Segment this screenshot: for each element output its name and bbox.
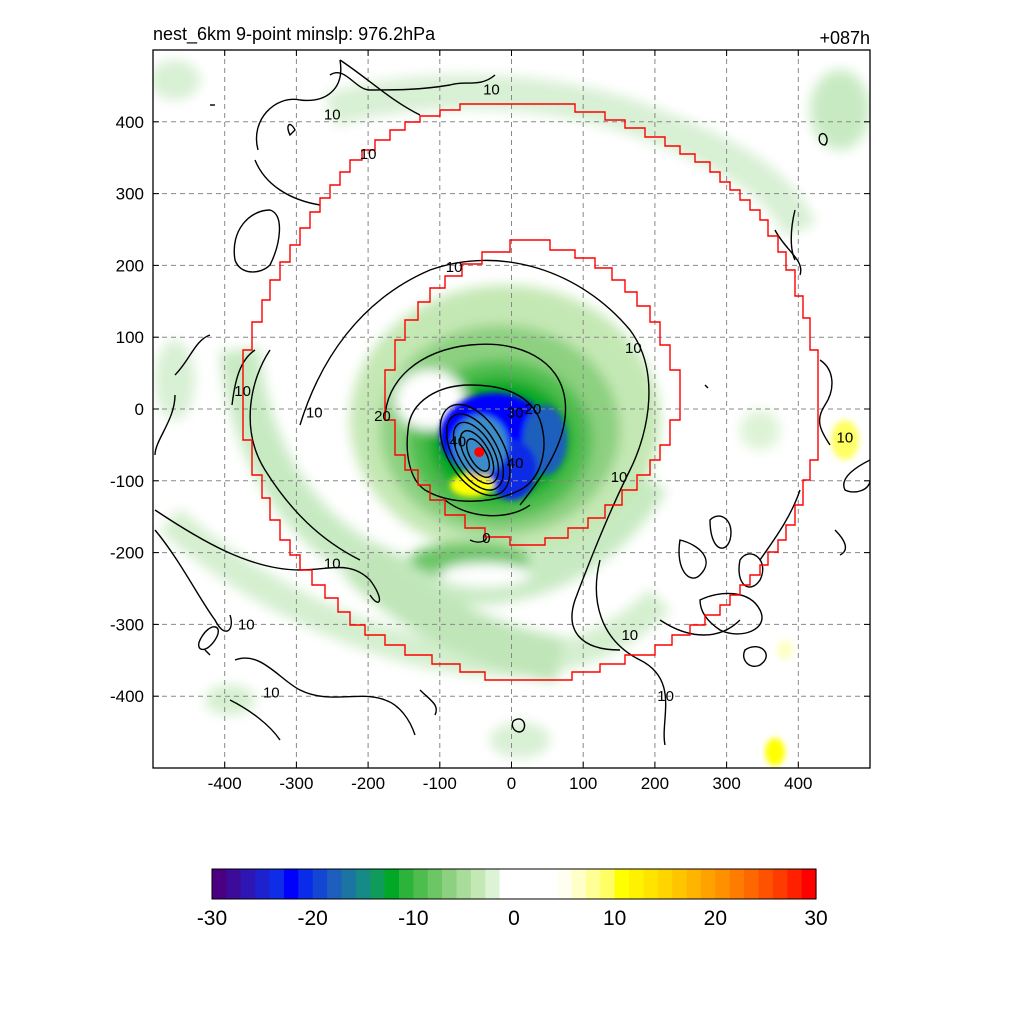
x-tick-label: 0	[507, 774, 516, 793]
contour-label: 20	[525, 401, 542, 418]
contour-label: 10	[238, 616, 255, 633]
colorbar-swatch	[226, 869, 242, 899]
colorbar-swatch	[744, 869, 760, 899]
x-tick-label: 300	[712, 774, 740, 793]
contour-label: 10	[625, 340, 642, 357]
nest-boundaries	[242, 103, 819, 681]
colorbar-swatch	[413, 869, 429, 899]
colorbar-swatch	[341, 869, 357, 899]
colorbar-tick-label: -20	[297, 907, 327, 930]
colorbar-swatch	[398, 869, 414, 899]
colorbar-swatch	[255, 869, 271, 899]
contour-label: 10	[611, 469, 628, 486]
colorbar-swatch	[312, 869, 328, 899]
colorbar: -30 -20 -10 0 10 20 30	[197, 868, 828, 930]
colorbar-swatch	[585, 869, 601, 899]
colorbar-swatch	[528, 869, 544, 899]
colorbar-swatch	[370, 869, 386, 899]
contour-label: 10	[324, 107, 341, 124]
colorbar-swatch	[614, 869, 630, 899]
x-tick-label: -400	[208, 774, 242, 793]
contour-label: 10	[446, 259, 463, 276]
colorbar-swatch	[729, 869, 745, 899]
forecast-hour-label: +087h	[819, 28, 870, 48]
colorbar-swatch	[657, 869, 673, 899]
x-tick-label: -300	[279, 774, 313, 793]
colorbar-swatch	[700, 869, 716, 899]
colorbar-swatch	[298, 869, 314, 899]
colorbar-frame	[211, 868, 817, 900]
contour-label: 20	[374, 408, 391, 425]
colorbar-swatch	[629, 869, 645, 899]
colorbar-swatch	[327, 869, 343, 899]
colorbar-swatch	[240, 869, 256, 899]
colorbar-swatch	[801, 869, 817, 899]
colorbar-tick-label: 30	[804, 907, 827, 930]
colorbar-swatch	[269, 869, 285, 899]
storm-center-marker	[474, 447, 485, 458]
colorbar-swatch	[643, 869, 659, 899]
colorbar-tick-label: 20	[704, 907, 727, 930]
colorbar-swatch	[715, 869, 731, 899]
colorbar-swatch	[571, 869, 587, 899]
y-tick-label: 100	[116, 328, 144, 347]
gridlines	[153, 50, 870, 768]
contour-label: 10	[234, 383, 251, 400]
colorbar-swatch	[456, 869, 472, 899]
x-tick-label: -200	[351, 774, 385, 793]
colorbar-swatch	[283, 869, 299, 899]
contour-label: 10	[360, 146, 377, 163]
y-tick-label: 200	[116, 256, 144, 275]
contour-label: 40	[449, 433, 466, 450]
contour-label: 30	[507, 405, 524, 422]
y-tick-label: 400	[116, 113, 144, 132]
x-tick-label: -100	[423, 774, 457, 793]
colorbar-swatch	[758, 869, 774, 899]
colorbar-swatch	[427, 869, 443, 899]
colorbar-swatch	[514, 869, 529, 899]
contour-label: 0	[482, 530, 490, 547]
colorbar-tick-label: -30	[197, 907, 227, 930]
contour-lines	[154, 59, 870, 746]
y-tick-label: 0	[135, 400, 144, 419]
x-axis: -400 -300 -200 -100 0 100 200 300 400	[208, 50, 812, 793]
y-tick-label: -300	[110, 615, 144, 634]
contour-label: 10	[621, 627, 638, 644]
colorbar-tick-label: -10	[398, 907, 428, 930]
contour-label: 10	[837, 430, 854, 447]
contour-label: 10	[324, 555, 341, 572]
colorbar-swatch	[686, 869, 702, 899]
y-tick-label: -100	[110, 472, 144, 491]
colorbar-swatch	[557, 869, 573, 899]
colorbar-tick-label: 10	[603, 907, 626, 930]
contour-label: 10	[306, 405, 323, 422]
colorbar-swatch	[384, 869, 400, 899]
colorbar-swatch	[355, 869, 371, 899]
contour-label: 10	[483, 81, 500, 98]
x-tick-label: 200	[641, 774, 669, 793]
y-tick-label: 300	[116, 185, 144, 204]
colorbar-swatch	[772, 869, 788, 899]
colorbar-swatch	[499, 869, 515, 899]
contour-label: 40	[507, 455, 524, 472]
colorbar-swatch	[672, 869, 688, 899]
y-tick-label: -200	[110, 544, 144, 563]
colorbar-swatch	[442, 869, 458, 899]
contour-label: 10	[263, 685, 280, 702]
colorbar-swatch	[542, 869, 558, 899]
y-tick-label: -400	[110, 687, 144, 706]
chart-title: nest_6km 9-point minslp: 976.2hPa	[153, 24, 436, 45]
colorbar-swatch	[600, 869, 616, 899]
x-tick-label: 400	[784, 774, 812, 793]
x-tick-label: 100	[569, 774, 597, 793]
contour-label: 10	[657, 688, 674, 705]
colorbar-swatch	[470, 869, 486, 899]
colorbar-swatch	[212, 869, 227, 899]
colorbar-swatch	[485, 869, 501, 899]
colorbar-swatch	[787, 869, 803, 899]
colorbar-tick-label: 0	[508, 907, 520, 930]
